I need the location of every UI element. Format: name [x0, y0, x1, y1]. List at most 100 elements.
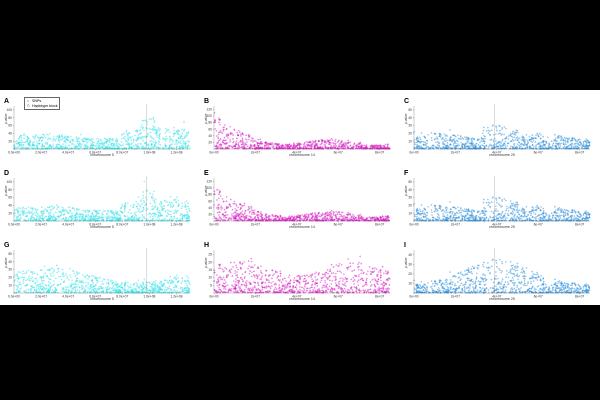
snp-point — [162, 209, 164, 211]
haplotype-block-point — [276, 142, 279, 145]
snp-point — [329, 141, 331, 144]
haplotype-block-point — [122, 136, 125, 139]
snp-point — [184, 134, 187, 137]
snp-point — [222, 126, 224, 129]
snp-point — [112, 211, 115, 213]
snp-point — [501, 140, 503, 142]
snp-point — [136, 207, 139, 210]
haplotype-block-point — [432, 144, 435, 147]
snp-point — [335, 217, 338, 220]
snp-point — [46, 210, 49, 212]
snp-point — [101, 216, 103, 218]
snp-point — [375, 218, 377, 220]
snp-point — [91, 142, 94, 145]
snp-point — [507, 210, 510, 212]
snp-point — [481, 132, 484, 135]
haplotype-block-point — [218, 139, 221, 141]
haplotype-block-point — [534, 212, 537, 215]
haplotype-block-point — [119, 206, 122, 209]
snp-point — [501, 215, 504, 218]
snp-point — [45, 215, 48, 218]
snp-point — [364, 146, 367, 149]
haplotype-block-point — [183, 142, 186, 145]
snp-point — [446, 135, 448, 137]
haplotype-block-point — [307, 141, 310, 144]
snp-point — [105, 147, 107, 149]
snp-point — [314, 144, 316, 147]
snp-point — [464, 136, 466, 138]
haplotype-block-point — [268, 214, 271, 217]
snp-point — [250, 207, 253, 209]
snp-point — [461, 146, 464, 149]
snp-point — [500, 141, 502, 143]
snp-point — [66, 216, 68, 219]
haplotype-block-point — [563, 208, 566, 211]
haplotype-block-point — [22, 206, 25, 209]
snp-point — [153, 120, 156, 122]
haplotype-block-point — [274, 142, 277, 145]
haplotype-block-point — [231, 208, 234, 211]
snp-point — [298, 144, 301, 147]
snp-point — [565, 143, 567, 146]
snp-point — [368, 216, 371, 218]
snp-point — [326, 139, 329, 141]
snp-point — [160, 205, 162, 208]
snp-point — [555, 137, 557, 139]
snp-point — [307, 214, 310, 217]
snp-point — [164, 132, 166, 134]
haplotype-block-point — [231, 137, 234, 140]
snp-point — [65, 135, 67, 138]
snp-point — [447, 139, 449, 141]
haplotype-block-point — [16, 210, 19, 213]
haplotype-block-point — [85, 138, 88, 140]
snp-point — [185, 133, 188, 135]
haplotype-block-point — [124, 201, 127, 204]
snp-point — [327, 146, 330, 149]
snp-point — [283, 147, 285, 150]
haplotype-block-point — [481, 137, 484, 140]
snp-point — [297, 214, 300, 216]
snp-point — [143, 129, 145, 132]
snp-point — [22, 141, 24, 144]
haplotype-block-point — [48, 206, 51, 209]
snp-point — [301, 219, 303, 221]
haplotype-block-point — [585, 144, 588, 146]
snp-point — [65, 142, 67, 144]
snp-point — [237, 142, 239, 144]
snp-point — [302, 143, 305, 146]
snp-point — [90, 142, 92, 144]
snp-point — [365, 218, 367, 221]
snp-point — [574, 140, 577, 142]
x-tick-label: 0e+00 — [209, 151, 218, 155]
snp-point — [422, 143, 425, 146]
snp-point — [47, 218, 49, 221]
snp-point — [27, 206, 30, 208]
snp-point — [244, 212, 246, 214]
snp-point — [581, 145, 584, 148]
snp-point — [141, 136, 143, 138]
haplotype-block-point — [59, 214, 62, 217]
snp-point — [176, 143, 178, 145]
haplotype-block-point — [477, 143, 480, 146]
haplotype-block-point — [55, 203, 58, 206]
haplotype-block-point — [25, 207, 28, 210]
haplotype-block-point — [134, 129, 137, 132]
snp-point — [232, 141, 234, 144]
snp-point — [87, 146, 89, 149]
snp-point — [472, 138, 475, 140]
snp-point — [48, 147, 50, 149]
haplotype-block-point — [152, 140, 155, 143]
snp-point — [119, 210, 122, 212]
snp-point — [50, 210, 52, 212]
snp-point — [215, 207, 218, 209]
snp-point — [563, 143, 565, 146]
haplotype-block-point — [222, 213, 225, 215]
snp-point — [525, 139, 527, 141]
snp-point — [293, 143, 296, 146]
snp-point — [485, 130, 488, 132]
haplotype-block-point — [451, 140, 454, 143]
snp-point — [108, 147, 110, 149]
snp-point — [177, 139, 179, 142]
haplotype-block-point — [137, 145, 140, 148]
